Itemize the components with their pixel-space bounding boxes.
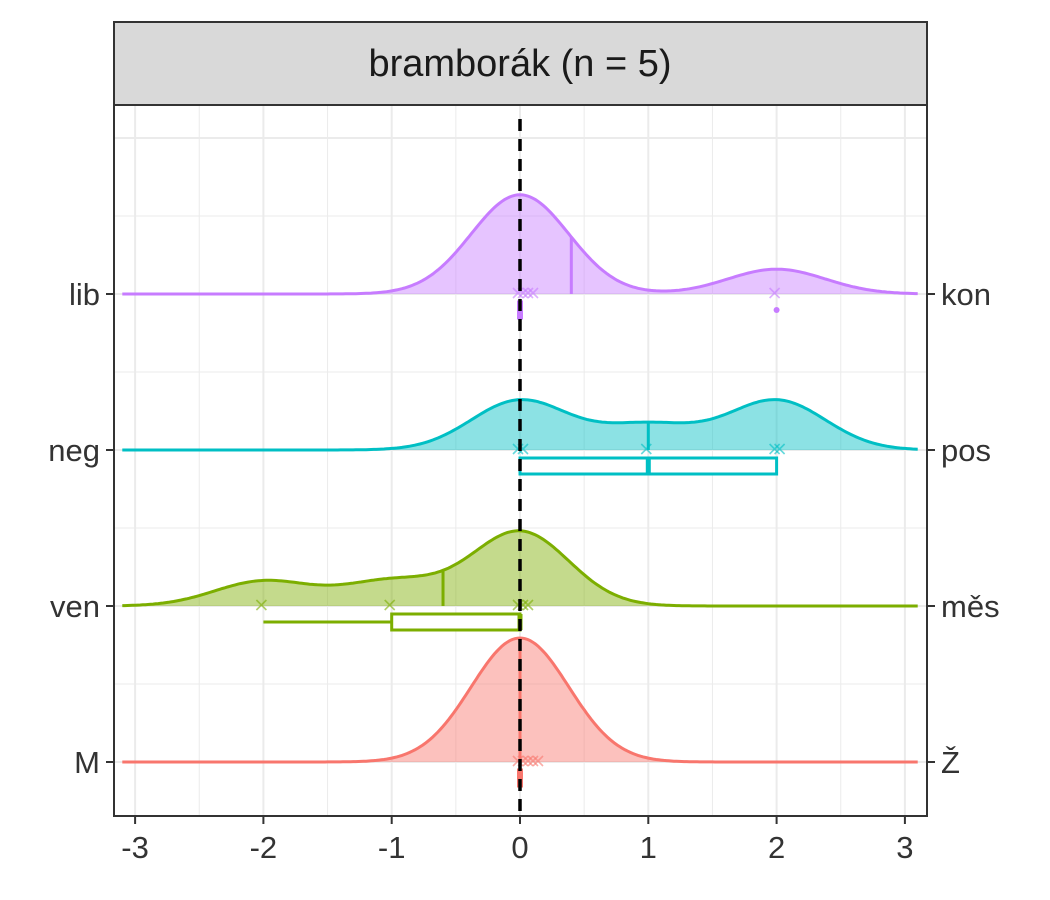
data-point [384,599,396,611]
data-point [527,287,539,299]
data-point [522,287,534,299]
data-point [640,443,652,455]
density-curve [122,193,918,296]
data-point [527,755,539,767]
y-tick-label-left: neg [48,433,100,468]
x-tick-label: -1 [378,830,406,865]
data-point [532,755,544,767]
x-tick-label: 3 [896,830,913,865]
x-tick-label: 0 [511,830,528,865]
boxplot-box [390,612,522,632]
plot-panel [113,104,928,817]
y-tick-label-left: ven [50,589,100,624]
x-tick-label: 2 [768,830,785,865]
y-tick-label-right: měs [941,589,1000,624]
data-point [255,599,267,611]
data-point [769,443,781,455]
chart-title: bramborák (n = 5) [368,43,671,85]
data-point [774,443,786,455]
y-tick-label-right: pos [941,433,991,468]
y-tick-label-left: lib [69,277,100,312]
facet-strip-background [113,21,928,106]
boxplot-outlier [773,307,780,313]
y-tick-label-right: kon [941,277,991,312]
data-point [769,287,781,299]
data-point [522,755,534,767]
facet-strip: bramborák (n = 5) [113,21,928,106]
x-tick-label: -2 [250,830,278,865]
y-tick-label-left: M [74,745,100,780]
x-tick-label: -3 [121,830,149,865]
data-point [522,599,534,611]
y-tick-label-right: Ž [941,745,960,780]
x-tick-label: 1 [640,830,657,865]
